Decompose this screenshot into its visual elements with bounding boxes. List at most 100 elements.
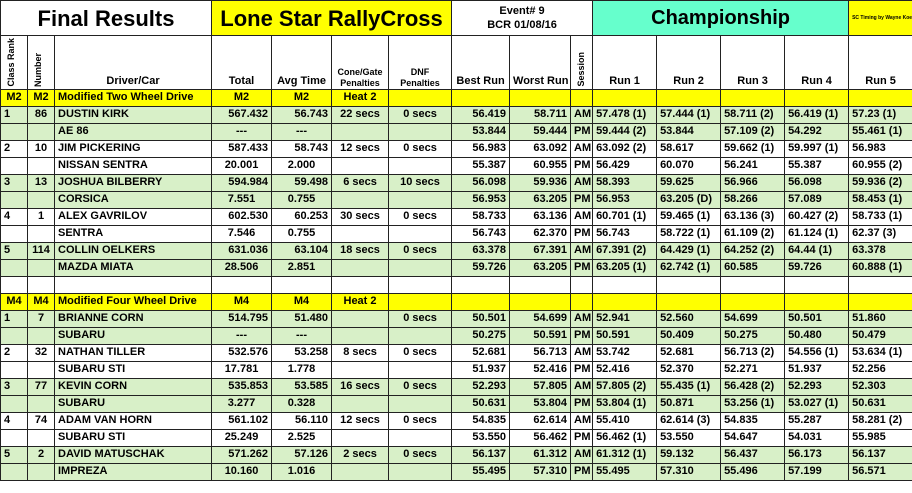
car-row: SUBARU --- --- 50.275 50.591 PM 50.591 50.409 50… [0, 326, 912, 345]
car-total: 3.277 [211, 394, 273, 413]
class-empty-cell [592, 88, 658, 107]
driver-name: JOSHUA BILBERRY [53, 173, 213, 192]
car-total: 20.001 [211, 156, 273, 175]
worst-run: 63.092 [509, 139, 572, 158]
dnf-empty [388, 190, 453, 209]
spacer-cell [388, 275, 453, 294]
event-name: Lone Star RallyCross [211, 0, 453, 36]
run-time: 58.281 (2) [848, 411, 912, 430]
car-number: 32 [27, 343, 55, 362]
rank-empty [0, 190, 28, 209]
car-name: SUBARU [53, 394, 213, 413]
best-run: 50.275 [451, 326, 511, 345]
spacer-cell [656, 275, 722, 294]
col-class-rank-label: Class Rank [6, 38, 16, 87]
driver-row: 2 10 JIM PICKERING 587.433 58.743 12 secs 0 se… [0, 139, 912, 158]
run-time: 54.031 [784, 428, 850, 447]
dnf-empty [388, 258, 453, 277]
spacer-cell [720, 275, 786, 294]
class-empty-cell [656, 292, 722, 311]
session-label: PM [570, 224, 594, 243]
class-empty-cell [570, 292, 594, 311]
number-empty [27, 360, 55, 379]
title-row: Final Results Lone Star RallyCross Event… [0, 0, 912, 36]
cone-empty [331, 360, 390, 379]
spacer-cell [0, 275, 28, 294]
run-time: 59.465 (1) [656, 207, 722, 226]
cone-empty [331, 462, 390, 481]
rank-empty [0, 156, 28, 175]
class-total-code: M2 [211, 88, 273, 107]
spacer-cell [27, 275, 55, 294]
avg-time: 56.110 [271, 411, 333, 430]
driver-row: 3 13 JOSHUA BILBERRY 594.984 59.498 6 secs 10 … [0, 173, 912, 192]
car-row: AE 86 --- --- 53.844 59.444 PM 59.444 (2) 53.84… [0, 122, 912, 141]
session-label: AM [570, 105, 594, 124]
total-time: 571.262 [211, 445, 273, 464]
run-time: 52.271 [720, 360, 786, 379]
run-time: 58.453 (1) [848, 190, 912, 209]
session-label: PM [570, 326, 594, 345]
worst-run: 60.955 [509, 156, 572, 175]
rank-empty [0, 258, 28, 277]
spacer-cell [211, 275, 273, 294]
car-name: SUBARU [53, 326, 213, 345]
run-time: 56.462 (1) [592, 428, 658, 447]
run-time: 58.711 (2) [720, 105, 786, 124]
run-time: 53.742 [592, 343, 658, 362]
heat-label: Heat 2 [331, 292, 390, 311]
best-run: 56.983 [451, 139, 511, 158]
run-time: 50.501 [784, 309, 850, 328]
driver-name: NATHAN TILLER [53, 343, 213, 362]
best-run: 50.631 [451, 394, 511, 413]
run-time: 53.804 (1) [592, 394, 658, 413]
session-label: AM [570, 377, 594, 396]
best-run: 52.293 [451, 377, 511, 396]
driver-name: BRIANNE CORN [53, 309, 213, 328]
car-avg: 0.755 [271, 190, 333, 209]
worst-run: 62.614 [509, 411, 572, 430]
car-name: SUBARU STI [53, 428, 213, 447]
best-run: 54.835 [451, 411, 511, 430]
worst-run: 52.416 [509, 360, 572, 379]
rank-empty [0, 122, 28, 141]
run-time: 56.966 [720, 173, 786, 192]
best-run: 56.098 [451, 173, 511, 192]
run-time: 54.556 (1) [784, 343, 850, 362]
best-run: 58.733 [451, 207, 511, 226]
best-run: 59.726 [451, 258, 511, 277]
run-time: 56.983 [848, 139, 912, 158]
run-time: 59.132 [656, 445, 722, 464]
event-info: Event# 9 BCR 01/08/16 [451, 0, 594, 36]
run-time: 59.936 (2) [848, 173, 912, 192]
car-name: NISSAN SENTRA [53, 156, 213, 175]
col-driver-car: Driver/Car [53, 35, 213, 90]
class-header-row: M4 M4 Modified Four Wheel Drive M4 M4 Heat 2 [0, 292, 912, 311]
car-avg: --- [271, 122, 333, 141]
session-label: AM [570, 173, 594, 192]
run-time: 54.699 [720, 309, 786, 328]
car-name: SENTRA [53, 224, 213, 243]
driver-row: 4 74 ADAM VAN HORN 561.102 56.110 12 secs 0 se… [0, 411, 912, 430]
car-total: 28.506 [211, 258, 273, 277]
run-time: 54.292 [784, 122, 850, 141]
run-time: 52.941 [592, 309, 658, 328]
run-time: 59.726 [784, 258, 850, 277]
session-label: AM [570, 445, 594, 464]
run-time: 62.37 (3) [848, 224, 912, 243]
worst-run: 62.370 [509, 224, 572, 243]
run-time: 50.479 [848, 326, 912, 345]
car-row: IMPREZA 10.160 1.016 55.495 57.310 PM 55.495 57… [0, 462, 912, 481]
class-empty-cell [656, 88, 722, 107]
dnf-empty [388, 156, 453, 175]
best-run: 52.681 [451, 343, 511, 362]
run-time: 59.444 (2) [592, 122, 658, 141]
run-time: 56.098 [784, 173, 850, 192]
run-time: 56.571 [848, 462, 912, 481]
run-time: 53.550 [656, 428, 722, 447]
run-time: 58.722 (1) [656, 224, 722, 243]
worst-run: 57.805 [509, 377, 572, 396]
worst-run: 56.713 [509, 343, 572, 362]
class-name: Modified Four Wheel Drive [53, 292, 213, 311]
run-time: 51.937 [784, 360, 850, 379]
